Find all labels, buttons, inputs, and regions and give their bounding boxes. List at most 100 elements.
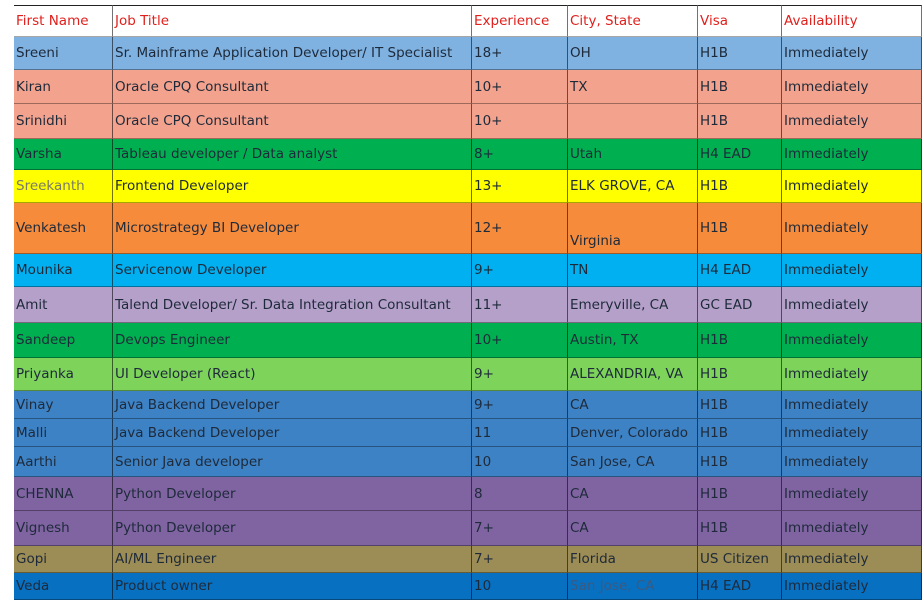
table-cell: Tableau developer / Data analyst (113, 139, 472, 170)
header-cell: Experience (472, 5, 568, 37)
table-cell: Frontend Developer (113, 170, 472, 203)
table-cell: TN (568, 254, 698, 287)
table-cell: Florida (568, 546, 698, 573)
table-cell: Immediately (782, 391, 922, 419)
table-cell: Java Backend Developer (113, 391, 472, 419)
table-cell: Utah (568, 139, 698, 170)
table-cell: Immediately (782, 358, 922, 391)
table-cell: Sreekanth (14, 170, 113, 203)
table-cell: Priyanka (14, 358, 113, 391)
table-cell: Srinidhi (14, 104, 113, 139)
table-cell: H1B (698, 419, 782, 447)
header-cell: Availability (782, 5, 922, 37)
table-cell: H1B (698, 70, 782, 104)
table-cell: H4 EAD (698, 139, 782, 170)
table-cell: 7+ (472, 511, 568, 546)
table-cell: H1B (698, 104, 782, 139)
table-cell: 12+ (472, 203, 568, 254)
table-cell: TX (568, 70, 698, 104)
header-cell: City, State (568, 5, 698, 37)
table-cell: CA (568, 477, 698, 511)
table-cell: ALEXANDRIA, VA (568, 358, 698, 391)
table-cell: 10+ (472, 323, 568, 358)
table-cell: Aarthi (14, 447, 113, 477)
table-cell: Immediately (782, 546, 922, 573)
table-cell: 11+ (472, 287, 568, 323)
table-cell: 8+ (472, 139, 568, 170)
table-cell: Denver, Colorado (568, 419, 698, 447)
table-cell: CA (568, 511, 698, 546)
table-cell: H1B (698, 203, 782, 254)
table-cell: H1B (698, 511, 782, 546)
table-cell: Gopi (14, 546, 113, 573)
table-cell: Immediately (782, 70, 922, 104)
table-cell: Immediately (782, 287, 922, 323)
table-cell: Talend Developer/ Sr. Data Integration C… (113, 287, 472, 323)
table-cell: Immediately (782, 477, 922, 511)
table-cell: Sandeep (14, 323, 113, 358)
table-cell: CHENNA (14, 477, 113, 511)
table-cell: Kiran (14, 70, 113, 104)
table-cell: Product owner (113, 573, 472, 600)
table-cell: H4 EAD (698, 254, 782, 287)
table-cell: Mounika (14, 254, 113, 287)
table-cell: H1B (698, 447, 782, 477)
table-cell: Oracle CPQ Consultant (113, 70, 472, 104)
table-cell: US Citizen (698, 546, 782, 573)
header-cell: Job Title (113, 5, 472, 37)
table-cell: 9+ (472, 391, 568, 419)
table-cell: Amit (14, 287, 113, 323)
table-cell: H4 EAD (698, 573, 782, 600)
table-cell: H1B (698, 391, 782, 419)
table-cell: 9+ (472, 358, 568, 391)
table-cell: OH (568, 37, 698, 70)
table-cell: GC EAD (698, 287, 782, 323)
table-cell: Venkatesh (14, 203, 113, 254)
table-cell: 10 (472, 447, 568, 477)
header-cell: Visa (698, 5, 782, 37)
table-cell: Servicenow Developer (113, 254, 472, 287)
table-cell: Malli (14, 419, 113, 447)
table-cell: Immediately (782, 511, 922, 546)
table-cell: Immediately (782, 447, 922, 477)
table-cell: Senior Java developer (113, 447, 472, 477)
table-cell: Immediately (782, 419, 922, 447)
table-cell: Immediately (782, 254, 922, 287)
table-cell: H1B (698, 37, 782, 70)
table-cell: Immediately (782, 170, 922, 203)
table-cell: Oracle CPQ Consultant (113, 104, 472, 139)
table-cell: H1B (698, 170, 782, 203)
table-cell: 7+ (472, 546, 568, 573)
table-cell: 10+ (472, 104, 568, 139)
table-cell: 8 (472, 477, 568, 511)
table-cell: ELK GROVE, CA (568, 170, 698, 203)
header-cell: First Name (14, 5, 113, 37)
table-cell: San Jose, CA (568, 573, 698, 600)
table-cell: Immediately (782, 104, 922, 139)
table-cell: 10+ (472, 70, 568, 104)
table-cell: Vinay (14, 391, 113, 419)
table-cell: San Jose, CA (568, 447, 698, 477)
table-cell: AI/ML Engineer (113, 546, 472, 573)
table-cell: 13+ (472, 170, 568, 203)
table-cell: Immediately (782, 323, 922, 358)
table-cell: Austin, TX (568, 323, 698, 358)
table-cell: Varsha (14, 139, 113, 170)
table-cell: Emeryville, CA (568, 287, 698, 323)
table-cell: Java Backend Developer (113, 419, 472, 447)
table-cell: 9+ (472, 254, 568, 287)
table-cell: CA (568, 391, 698, 419)
table-cell: 11 (472, 419, 568, 447)
table-cell: H1B (698, 358, 782, 391)
table-cell: Veda (14, 573, 113, 600)
table-cell: Sr. Mainframe Application Developer/ IT … (113, 37, 472, 70)
table-cell: UI Developer (React) (113, 358, 472, 391)
table-cell: Immediately (782, 139, 922, 170)
table-cell: H1B (698, 477, 782, 511)
table-cell: H1B (698, 323, 782, 358)
table-cell: Sreeni (14, 37, 113, 70)
table-cell: 18+ (472, 37, 568, 70)
table-cell: Vignesh (14, 511, 113, 546)
table-cell (568, 104, 698, 139)
